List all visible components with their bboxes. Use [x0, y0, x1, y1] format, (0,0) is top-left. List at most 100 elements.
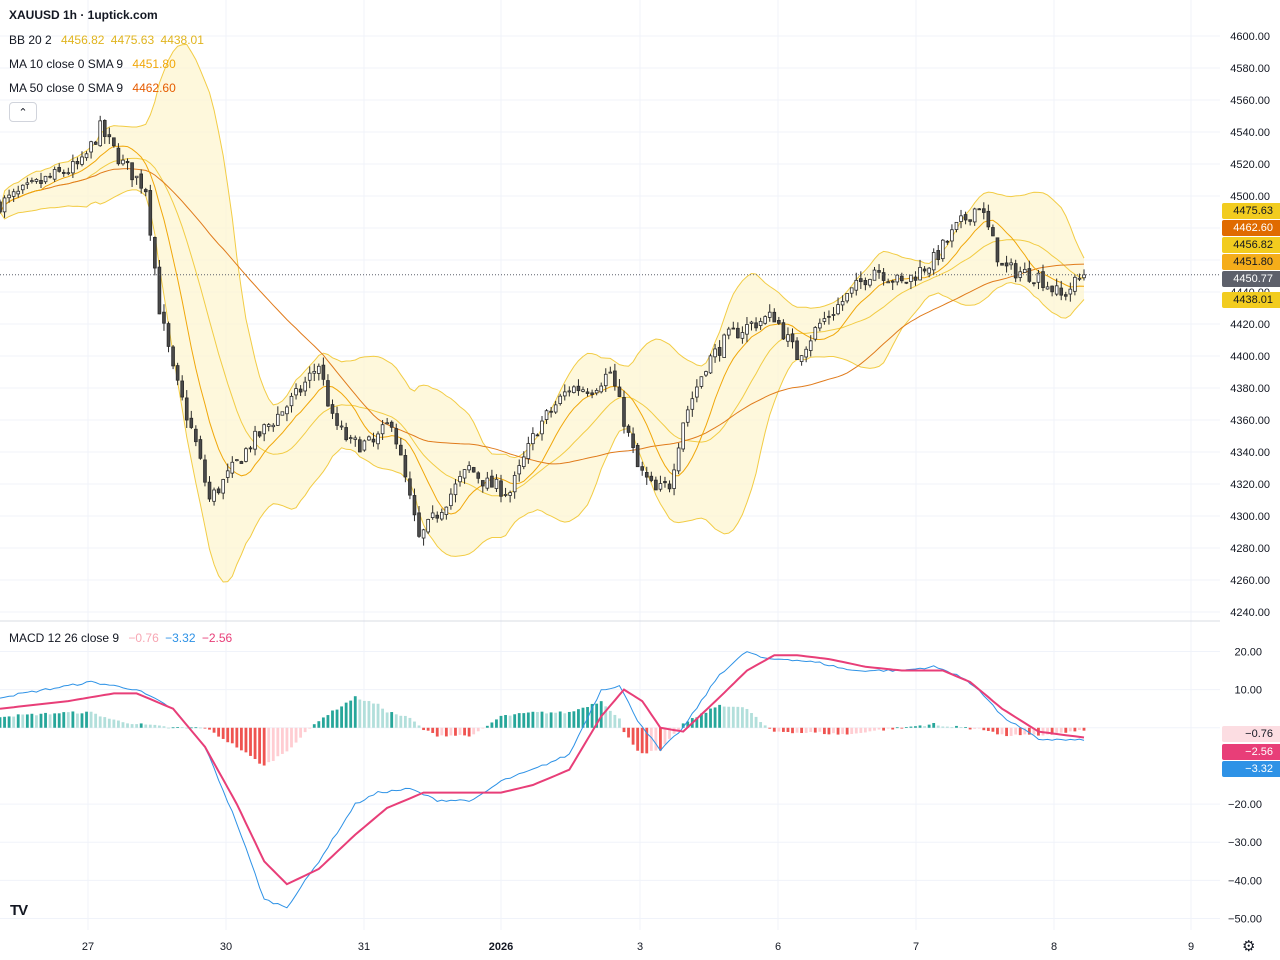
candle-body	[244, 448, 248, 462]
candle-body	[877, 270, 881, 273]
macd-histogram-bar	[71, 711, 75, 728]
macd-histogram-bar	[900, 727, 904, 729]
macd-histogram-bar	[745, 708, 749, 728]
macd-histogram-bar	[1068, 727, 1072, 732]
macd-histogram-bar	[203, 727, 207, 729]
candle-body	[112, 137, 116, 147]
candle-body	[922, 268, 927, 272]
macd-histogram-bar	[827, 727, 831, 735]
macd-histogram-bar	[21, 714, 25, 728]
candle-body	[567, 390, 572, 393]
macd-axis-tick: 20.00	[1234, 646, 1262, 658]
macd-histogram-bar	[996, 727, 999, 735]
candle-body	[399, 444, 403, 456]
candle-body	[704, 371, 708, 376]
candle-body	[849, 287, 854, 294]
ma10-legend[interactable]: MA 10 close 0 SMA 9 4451.80	[9, 57, 176, 71]
candle-body	[699, 376, 704, 387]
macd-histogram-bar	[604, 706, 608, 728]
macd-histogram-bar	[649, 727, 653, 751]
candle-body	[717, 346, 722, 356]
macd-axis-tick: −50.00	[1228, 914, 1262, 926]
macd-histogram-bar	[1023, 727, 1027, 735]
ma50-legend[interactable]: MA 50 close 0 SMA 9 4462.60	[9, 81, 176, 95]
macd-histogram-bar	[117, 720, 120, 728]
bb-legend[interactable]: BB 20 2 4456.82 4475.63 4438.01	[9, 33, 204, 47]
candle-body	[417, 512, 421, 537]
candle-body	[253, 430, 257, 450]
macd-histogram-bar	[1059, 727, 1063, 733]
candle-body	[754, 322, 758, 329]
candle-body	[102, 120, 107, 137]
macd-histogram-bar	[353, 696, 357, 728]
candle-body	[116, 147, 121, 165]
macd-histogram-bar	[463, 727, 466, 736]
candle-body	[859, 278, 863, 283]
macd-histogram-bar	[426, 727, 430, 731]
macd-histogram-bar	[44, 712, 47, 728]
macd-histogram-bar	[645, 727, 649, 754]
macd-histogram-bar	[677, 727, 681, 730]
macd-histogram-bar	[891, 727, 895, 730]
macd-histogram-bar	[312, 724, 316, 728]
ma50-price-label: 4462.60	[1222, 220, 1280, 236]
macd-histogram-bar	[221, 727, 225, 739]
macd-histogram-bar	[435, 727, 439, 737]
macd-histogram-bar	[490, 722, 494, 728]
macd-histogram-bar	[904, 727, 908, 728]
candle-body	[631, 433, 635, 448]
candle-body	[822, 318, 827, 322]
macd-histogram-bar	[750, 713, 753, 728]
candle-body	[139, 173, 143, 189]
gear-icon[interactable]: ⚙	[1242, 938, 1256, 955]
macd-histogram-bar	[882, 727, 886, 731]
candle-body	[1068, 288, 1073, 295]
candle-body	[749, 321, 754, 324]
candle-body	[626, 425, 631, 433]
candle-body	[7, 194, 11, 199]
candle-body	[307, 372, 312, 381]
tradingview-logo[interactable]: TV	[10, 902, 28, 919]
candle-body	[371, 438, 376, 443]
macd-histogram-bar	[1073, 727, 1077, 732]
macd-histogram-bar	[622, 727, 626, 733]
candle-body	[617, 386, 622, 397]
macd-histogram-bar	[517, 713, 521, 728]
macd-histogram-bar	[740, 707, 744, 728]
candle-body	[435, 514, 440, 519]
macd-legend-macd: −3.32	[165, 631, 196, 645]
bollinger-basis-line	[0, 157, 1085, 497]
candle-body	[184, 397, 189, 421]
macd-histogram-bar	[854, 727, 858, 734]
candle-body	[767, 311, 772, 318]
macd-histogram-bar	[394, 714, 398, 728]
macd-histogram-bar	[381, 708, 384, 728]
candle-body	[995, 237, 1000, 263]
candle-body	[494, 478, 499, 489]
macd-histogram-bar	[977, 727, 981, 729]
candle-body	[881, 272, 886, 281]
macd-histogram-bar	[431, 727, 435, 733]
macd-histogram-bar	[923, 726, 926, 728]
candle-body	[266, 424, 271, 427]
macd-histogram-bar	[358, 699, 362, 728]
macd-histogram-bar	[276, 727, 280, 757]
macd-histogram-bar	[417, 725, 421, 728]
macd-histogram-bar	[850, 727, 854, 735]
macd-histogram-bar	[271, 727, 275, 761]
candle-body	[353, 437, 358, 440]
candle-body	[840, 301, 845, 306]
macd-histogram-bar	[25, 714, 29, 728]
candle-body	[380, 424, 385, 435]
macd-signal-line	[0, 654, 1085, 886]
candle-body	[608, 371, 613, 374]
candle-body	[1050, 285, 1054, 293]
price-axis-tick: 4280.00	[1230, 543, 1270, 555]
candle-body	[11, 191, 16, 197]
macd-legend[interactable]: MACD 12 26 close 9 −0.76 −3.32 −2.56	[9, 631, 232, 645]
macd-histogram-bar	[681, 723, 685, 728]
price-axis-tick: 4560.00	[1230, 95, 1270, 107]
collapse-legend-button[interactable]: ⌃	[9, 102, 37, 122]
macd-histogram-bar	[709, 708, 712, 728]
